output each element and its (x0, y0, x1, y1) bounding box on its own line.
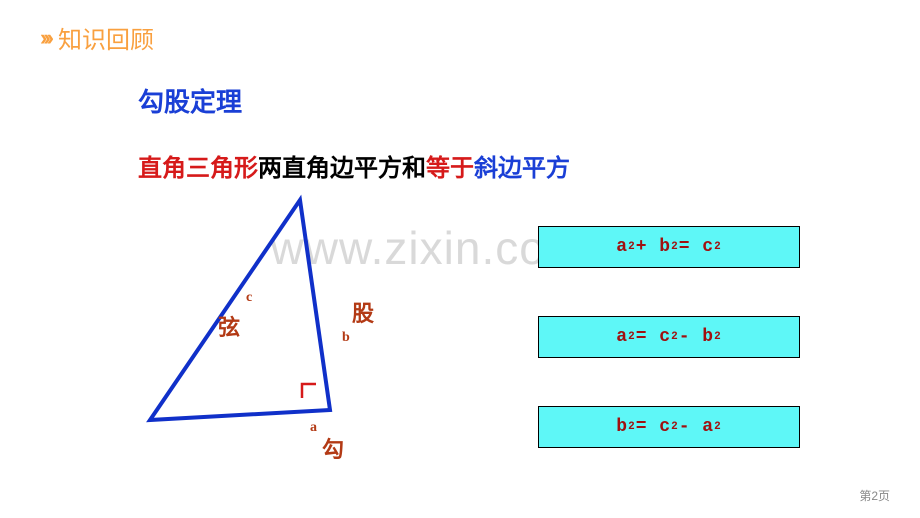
formula-box-1: a2 + b2 = c2 (538, 226, 800, 268)
header-title: 知识回顾 (58, 20, 154, 55)
formula-box-2: a2 = c2 - b2 (538, 316, 800, 358)
chevron-icon: ››› (40, 25, 50, 51)
theorem-statement: 直角三角形两直角边平方和等于斜边平方 (138, 148, 570, 183)
slide-header: ››› 知识回顾 (40, 20, 154, 55)
name-label-gou: 勾 (322, 432, 344, 464)
theorem-part: 等于 (426, 155, 474, 182)
side-label-a: a (310, 420, 317, 436)
side-label-b: b (342, 330, 350, 346)
formula-box-3: b2 = c2 - a2 (538, 406, 800, 448)
name-label-gu: 股 (352, 296, 374, 328)
theorem-part: 直角三角形 (138, 155, 258, 182)
theorem-part: 斜边平方 (474, 155, 570, 182)
right-triangle-diagram (130, 190, 390, 450)
subtitle: 勾股定理 (138, 82, 242, 119)
name-label-xian: 弦 (218, 310, 240, 342)
theorem-part: 两直角边平方和 (258, 155, 426, 182)
page-number: 第2页 (859, 487, 890, 504)
right-angle-marker-icon (302, 384, 316, 398)
side-label-c: c (246, 290, 252, 306)
